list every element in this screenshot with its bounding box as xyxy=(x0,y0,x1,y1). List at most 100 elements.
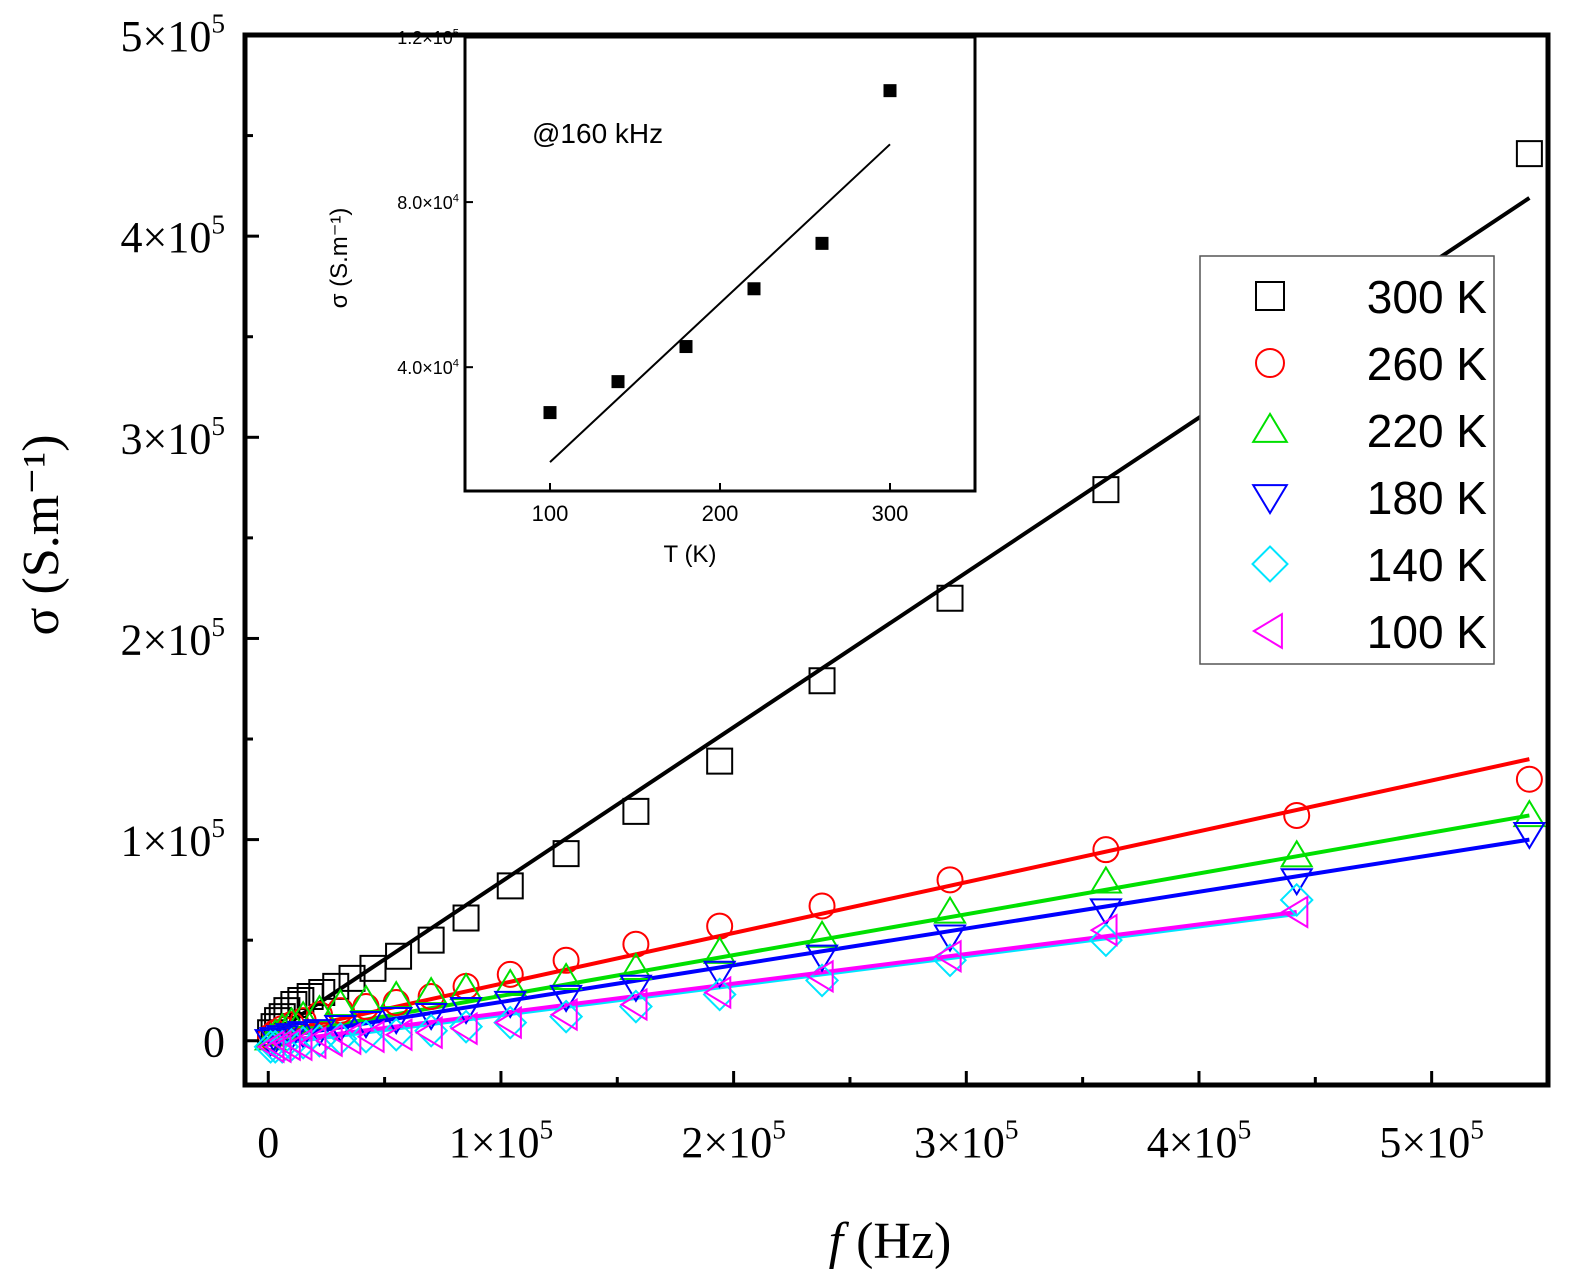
inset-annotation: @160 kHz xyxy=(532,118,663,149)
data-point-140k xyxy=(1279,882,1314,917)
data-point-300k xyxy=(359,954,387,982)
data-point-300k xyxy=(622,797,650,825)
data-point-100k xyxy=(356,1019,385,1054)
data-point-300k xyxy=(496,872,524,900)
data-point-300k xyxy=(552,840,580,868)
main-markers xyxy=(253,140,1547,1064)
data-point-260k xyxy=(936,866,964,894)
data-point-300k xyxy=(296,982,324,1010)
legend-label: 220 K xyxy=(1367,405,1488,457)
fit-line-260k xyxy=(267,757,1530,1037)
data-point-100k xyxy=(1280,895,1309,929)
inset-background xyxy=(465,37,975,491)
data-point-220k xyxy=(1279,839,1314,868)
data-point-100k xyxy=(298,1025,327,1060)
inset-y-tick-label: 8.0×104 xyxy=(397,193,459,214)
y-axis-title: σ (S.m⁻¹) xyxy=(13,434,70,635)
legend: 300 K 260 K 220 K 180 K 140 K 100 K xyxy=(1199,255,1495,665)
data-point-300k xyxy=(706,747,734,775)
data-point-300k xyxy=(1092,476,1120,504)
data-point-260k xyxy=(382,989,410,1017)
legend-marker xyxy=(1251,545,1289,583)
data-point-180k xyxy=(449,996,483,1025)
data-point-100k xyxy=(703,975,732,1010)
inset-data-point xyxy=(815,236,829,250)
data-point-180k xyxy=(805,944,839,973)
inset-x-tick-label: 200 xyxy=(702,501,739,526)
data-point-220k xyxy=(933,895,967,924)
data-point-300k xyxy=(452,904,480,932)
data-point-220k xyxy=(493,968,528,997)
data-point-100k xyxy=(284,1028,313,1062)
data-point-260k xyxy=(552,946,580,974)
data-point-180k xyxy=(702,960,737,989)
data-point-180k xyxy=(414,1002,448,1031)
data-point-300k xyxy=(308,978,336,1006)
x-tick-label: 2×105 xyxy=(681,1115,785,1167)
data-point-220k xyxy=(449,972,483,1001)
main-plot: 0 1×105 2×105 3×105 4×105 5×105 0 1×105 2×105 3×1… xyxy=(13,9,1551,1270)
main-axis-ticks: 0 1×105 2×105 3×105 4×105 5×105 0 1×105 2×105 3×1… xyxy=(121,9,1484,1167)
data-point-180k xyxy=(493,990,528,1019)
data-point-220k xyxy=(1089,865,1123,894)
inset-markers xyxy=(543,84,897,420)
fit-line-180k xyxy=(267,837,1530,1041)
data-point-180k xyxy=(1089,898,1123,927)
legend-box xyxy=(1199,255,1495,665)
inset-y-tick-label: 4.0×104 xyxy=(397,358,459,379)
fit-line-100k xyxy=(268,910,1297,1045)
legend-marker xyxy=(1251,411,1289,443)
data-point-140k xyxy=(258,1029,293,1064)
fit-line-220k xyxy=(267,813,1530,1039)
inset-y-axis-title: σ (S.m⁻¹) xyxy=(326,208,353,309)
data-point-100k xyxy=(933,939,962,974)
data-point-300k xyxy=(417,926,445,954)
data-point-180k xyxy=(549,984,583,1013)
inset-fit-line xyxy=(549,143,891,463)
y-tick-label: 0 xyxy=(203,1018,225,1067)
data-point-260k xyxy=(496,960,524,988)
x-tick-label: 0 xyxy=(257,1118,279,1167)
x-axis-title-unit: (Hz) xyxy=(843,1213,951,1270)
data-point-100k xyxy=(272,1028,301,1062)
data-point-180k xyxy=(933,924,967,953)
data-point-220k xyxy=(702,935,737,964)
inset-x-axis-title: T (K) xyxy=(664,541,717,568)
data-point-300k xyxy=(1515,140,1543,168)
main-plot-frame xyxy=(242,32,1551,1088)
data-point-260k xyxy=(452,972,480,1000)
data-point-140k xyxy=(379,1017,414,1052)
legend-marker xyxy=(1255,281,1285,311)
data-point-300k xyxy=(385,942,413,970)
data-point-100k xyxy=(384,1017,413,1052)
data-point-260k xyxy=(1283,801,1311,829)
x-axis-title: f (Hz) xyxy=(829,1213,952,1270)
legend-items: 300 K 260 K 220 K 180 K 140 K 100 K xyxy=(1251,271,1488,658)
y-tick-label: 3×105 xyxy=(121,411,225,463)
y-tick-label: 4×105 xyxy=(121,210,225,262)
x-tick-label: 5×105 xyxy=(1379,1115,1483,1167)
data-point-100k xyxy=(1089,913,1118,947)
y-tick-label: 1×105 xyxy=(121,813,225,865)
data-point-220k xyxy=(805,919,839,948)
inset-y-tick-label: 1.2×105 xyxy=(397,27,459,48)
data-point-260k xyxy=(1515,765,1543,793)
data-point-140k xyxy=(286,1025,321,1060)
data-point-100k xyxy=(449,1011,478,1046)
data-point-180k xyxy=(619,974,653,1003)
inset-data-point xyxy=(611,375,625,389)
inset-data-point xyxy=(883,84,897,98)
inset-axis-ticks: 100 200 300 4.0×104 8.0×104 1.2×105 xyxy=(397,27,908,526)
legend-marker xyxy=(1251,484,1289,516)
data-point-220k xyxy=(1512,799,1547,828)
legend-label: 180 K xyxy=(1367,472,1488,524)
data-point-140k xyxy=(274,1027,309,1062)
data-point-220k xyxy=(274,1006,309,1035)
data-point-100k xyxy=(414,1015,443,1050)
data-point-260k xyxy=(622,930,650,958)
data-point-180k xyxy=(1279,868,1314,897)
data-point-180k xyxy=(323,1015,358,1043)
y-tick-label: 2×105 xyxy=(121,612,225,664)
